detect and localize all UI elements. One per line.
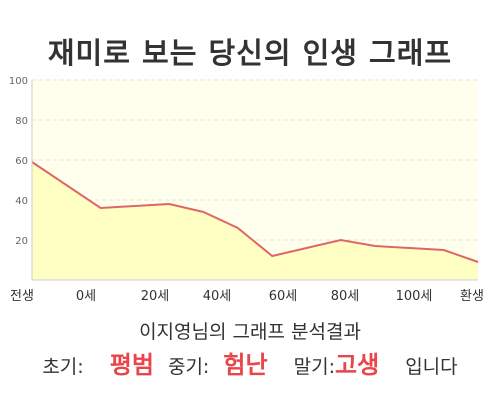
x-tick-labels: 전생 0세 20세 40세 60세 80세 100세 환생 <box>10 289 484 304</box>
x-tick-label: 40세 <box>203 289 232 304</box>
mid-value: 험난 <box>223 351 268 379</box>
early-label: 초기: <box>42 356 84 378</box>
x-tick-label: 환생 <box>460 289 484 304</box>
life-area <box>32 162 478 280</box>
x-tick-label: 전생 <box>10 289 34 304</box>
analysis-result: 초기: 평범 중기: 험난 말기:고생 입니다 <box>0 345 500 380</box>
y-tick-label: 20 <box>15 236 28 247</box>
life-line <box>31 161 479 263</box>
x-tick-label: 100세 <box>396 289 433 304</box>
late-value: 고생 <box>334 351 380 379</box>
early-value: 평범 <box>109 351 154 379</box>
y-tick-label: 40 <box>15 196 28 207</box>
x-tick-label: 0세 <box>76 289 96 304</box>
y-tick-labels: 20 40 60 80 100 <box>9 76 28 247</box>
x-tick-label: 20세 <box>141 289 170 304</box>
mid-label: 중기: <box>167 356 210 378</box>
x-tick-label: 80세 <box>331 289 360 304</box>
x-tick-label: 60세 <box>269 289 298 304</box>
page-title: 재미로 보는 당신의 인생 그래프 <box>47 36 453 70</box>
analysis-subtitle: 이지영님의 그래프 분석결과 <box>139 321 361 343</box>
y-tick-label: 100 <box>9 76 28 87</box>
y-tick-label: 60 <box>15 156 28 167</box>
life-graph-chart: 20 40 60 80 100 전생 0세 20세 40세 60세 80세 100세 환생 <box>9 76 484 304</box>
late-label: 말기: <box>293 356 335 378</box>
grid-lines <box>32 79 478 241</box>
y-tick-label: 80 <box>15 116 28 127</box>
result-suffix: 입니다 <box>405 356 458 378</box>
